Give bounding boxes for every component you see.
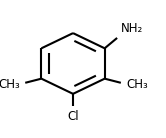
Text: Cl: Cl — [67, 110, 79, 123]
Text: CH₃: CH₃ — [0, 78, 20, 91]
Text: NH₂: NH₂ — [121, 22, 144, 34]
Text: CH₃: CH₃ — [126, 78, 148, 91]
